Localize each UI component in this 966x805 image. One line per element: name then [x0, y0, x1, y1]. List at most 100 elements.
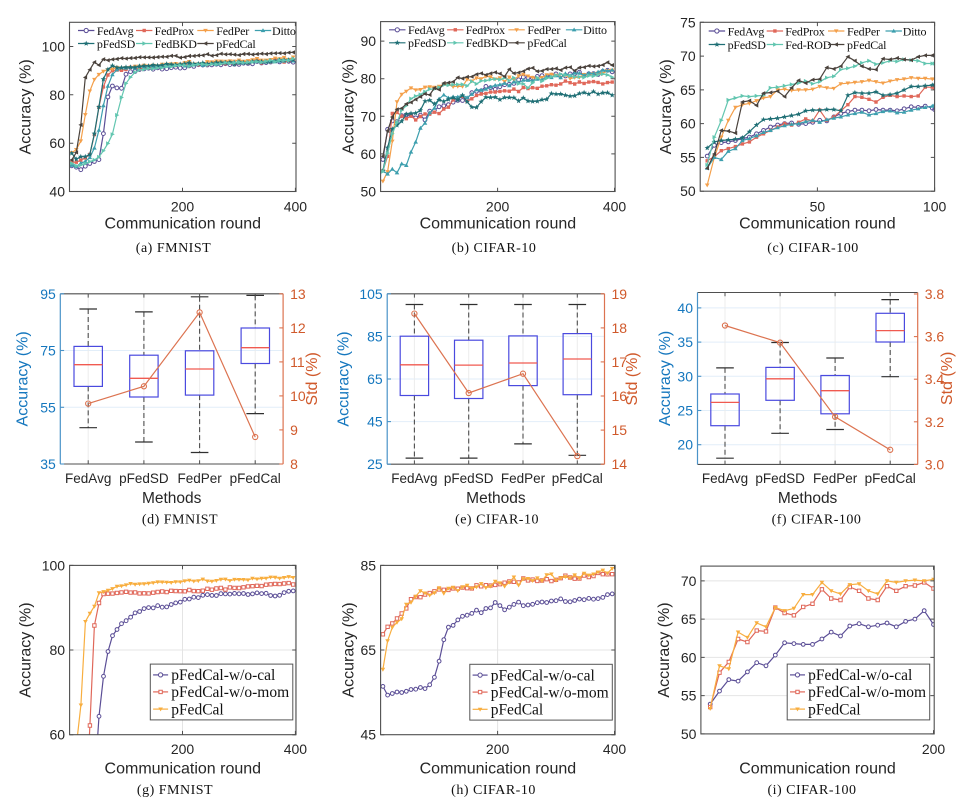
svg-text:400: 400: [603, 198, 627, 214]
svg-text:Methods: Methods: [142, 490, 202, 507]
svg-text:pFedCal: pFedCal: [171, 701, 224, 718]
svg-text:70: 70: [680, 48, 696, 64]
svg-text:15: 15: [612, 422, 628, 438]
svg-text:80: 80: [50, 642, 66, 658]
svg-text:8: 8: [290, 456, 298, 472]
svg-text:35: 35: [677, 334, 693, 350]
svg-text:10: 10: [290, 388, 306, 404]
svg-text:(g) FMNIST: (g) FMNIST: [137, 783, 213, 798]
svg-text:pFedCal: pFedCal: [527, 36, 567, 50]
svg-text:3.4: 3.4: [925, 371, 945, 387]
svg-text:200: 200: [486, 198, 510, 214]
svg-text:70: 70: [361, 108, 377, 124]
svg-text:FedBKD: FedBKD: [155, 37, 198, 51]
svg-text:pFedCal-w/o-cal: pFedCal-w/o-cal: [171, 667, 275, 684]
svg-text:FedAvg: FedAvg: [702, 471, 748, 486]
svg-text:9: 9: [290, 422, 298, 438]
svg-text:50: 50: [810, 198, 826, 214]
svg-text:13: 13: [290, 286, 306, 302]
svg-text:3.2: 3.2: [925, 414, 945, 430]
svg-text:Accuracy (%): Accuracy (%): [14, 331, 31, 426]
svg-text:Std (%): Std (%): [624, 352, 641, 405]
svg-text:pFedCal: pFedCal: [865, 471, 916, 486]
svg-text:(f) CIFAR-100: (f) CIFAR-100: [772, 513, 862, 528]
svg-text:pFedSD: pFedSD: [119, 471, 169, 486]
svg-text:FedAvg: FedAvg: [391, 471, 437, 486]
svg-text:85: 85: [361, 557, 377, 573]
svg-text:200: 200: [486, 741, 510, 757]
svg-text:Accuracy (%): Accuracy (%): [657, 331, 674, 426]
svg-text:55: 55: [680, 149, 696, 165]
svg-text:75: 75: [680, 14, 696, 30]
svg-text:FedAvg: FedAvg: [728, 24, 765, 38]
svg-text:FedAvg: FedAvg: [65, 471, 111, 486]
svg-text:65: 65: [680, 82, 696, 98]
svg-text:65: 65: [367, 371, 383, 387]
svg-text:pFedCal: pFedCal: [491, 702, 544, 719]
svg-text:Accuracy (%): Accuracy (%): [341, 59, 358, 154]
svg-text:45: 45: [367, 414, 383, 430]
svg-text:Accuracy (%): Accuracy (%): [336, 331, 353, 426]
svg-text:75: 75: [40, 343, 56, 359]
svg-text:pFedCal-w/o-mom: pFedCal-w/o-mom: [491, 684, 609, 701]
svg-text:60: 60: [361, 146, 377, 162]
svg-text:60: 60: [50, 727, 66, 743]
svg-text:Accuracy (%): Accuracy (%): [656, 602, 673, 697]
svg-text:FedAvg: FedAvg: [97, 24, 134, 38]
svg-text:FedPer: FedPer: [813, 471, 858, 486]
svg-text:100: 100: [923, 198, 947, 214]
svg-text:FedProx: FedProx: [785, 24, 824, 38]
svg-text:FedPer: FedPer: [847, 24, 880, 38]
svg-text:Accuracy (%): Accuracy (%): [658, 59, 675, 154]
svg-text:14: 14: [612, 456, 628, 472]
svg-text:17: 17: [612, 354, 628, 370]
svg-text:400: 400: [603, 741, 627, 757]
svg-text:Communication round: Communication round: [105, 760, 262, 777]
svg-text:Fed-ROD: Fed-ROD: [785, 38, 831, 52]
svg-text:(d) FMNIST: (d) FMNIST: [142, 513, 218, 528]
svg-text:Communication round: Communication round: [420, 216, 577, 233]
svg-text:50: 50: [361, 184, 377, 200]
svg-text:85: 85: [367, 328, 383, 344]
svg-text:(e) CIFAR-10: (e) CIFAR-10: [455, 513, 539, 528]
svg-text:(i) CIFAR-100: (i) CIFAR-100: [767, 783, 856, 798]
svg-text:Communication round: Communication round: [739, 760, 896, 777]
svg-text:65: 65: [681, 611, 697, 627]
svg-text:FedPer: FedPer: [501, 471, 546, 486]
svg-text:50: 50: [681, 726, 697, 742]
svg-text:400: 400: [284, 741, 308, 757]
svg-text:60: 60: [680, 116, 696, 132]
svg-text:(b) CIFAR-10: (b) CIFAR-10: [452, 241, 537, 256]
svg-text:pFedCal: pFedCal: [216, 37, 256, 51]
svg-text:3.0: 3.0: [925, 456, 945, 472]
svg-text:(h) CIFAR-10: (h) CIFAR-10: [451, 783, 536, 798]
svg-text:pFedCal: pFedCal: [230, 471, 281, 486]
svg-text:200: 200: [171, 198, 195, 214]
svg-text:pFedCal-w/o-cal: pFedCal-w/o-cal: [808, 667, 912, 684]
svg-text:Ditto: Ditto: [903, 24, 927, 38]
svg-text:pFedCal: pFedCal: [552, 471, 603, 486]
svg-text:Communication round: Communication round: [739, 216, 896, 233]
svg-text:25: 25: [367, 456, 383, 472]
svg-text:80: 80: [49, 87, 65, 103]
svg-text:20: 20: [677, 437, 693, 453]
svg-text:70: 70: [681, 573, 697, 589]
svg-text:105: 105: [359, 286, 383, 302]
svg-text:200: 200: [922, 741, 946, 757]
svg-text:100: 100: [42, 39, 66, 55]
svg-text:Communication round: Communication round: [105, 216, 262, 233]
svg-text:Std (%): Std (%): [939, 352, 956, 405]
svg-text:Accuracy (%): Accuracy (%): [18, 59, 35, 154]
svg-text:pFedSD: pFedSD: [97, 37, 136, 51]
svg-text:Accuracy (%): Accuracy (%): [341, 602, 358, 697]
svg-text:3.8: 3.8: [925, 286, 945, 302]
svg-text:pFedSD: pFedSD: [755, 471, 805, 486]
svg-text:40: 40: [677, 300, 693, 316]
svg-text:80: 80: [361, 71, 377, 87]
svg-text:35: 35: [40, 456, 56, 472]
svg-text:30: 30: [677, 368, 693, 384]
svg-text:95: 95: [40, 286, 56, 302]
svg-text:Ditto: Ditto: [583, 23, 607, 37]
svg-text:pFedSD: pFedSD: [444, 471, 494, 486]
svg-text:45: 45: [361, 727, 377, 743]
